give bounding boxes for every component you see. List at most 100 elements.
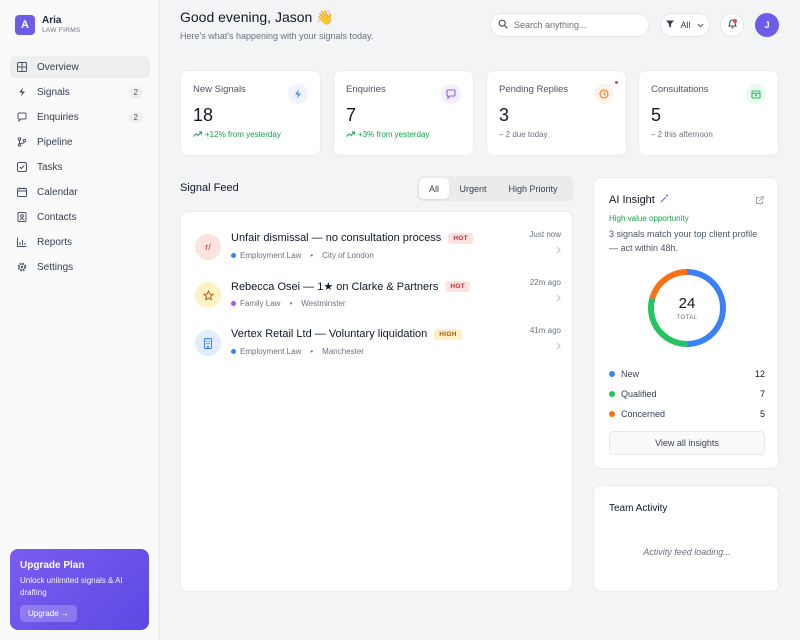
donut-chart [648,269,726,347]
brand-name: Aria [42,15,62,26]
feed-tabs: All Urgent High Priority [417,176,573,201]
stat-value: 7 [346,105,357,125]
signal-title: Unfair dismissal — no consultation proce… [231,232,442,244]
star-icon [195,282,221,308]
upgrade-card: Upgrade Plan Unlock unlimited signals & … [10,549,149,630]
search-icon [498,19,514,32]
upgrade-button[interactable]: Upgrade → [20,605,77,622]
signal-title: Rebecca Osei — 1★ on Clarke & Partners [231,281,439,293]
stat-value: 3 [499,105,510,125]
chevron-right-icon [556,342,561,353]
tab-urgent[interactable]: Urgent [459,183,487,194]
filter-label: All [680,20,691,30]
sidebar-item-label: Overview [37,61,79,73]
brand-subtitle: LAW FIRMS [42,27,81,34]
sidebar-item-pipeline[interactable]: Pipeline [10,131,150,153]
donut-segment-qualified [648,269,726,347]
sidebar-item-label: Reports [37,236,73,248]
notifications-button[interactable] [720,13,744,37]
list-item[interactable]: Vertex Retail Ltd — Voluntary liquidatio… [195,324,561,364]
sidebar-item-overview[interactable]: Overview [10,56,150,78]
alert-dot [615,81,618,84]
legend-name: Concerned [621,409,666,419]
trend-up-icon [193,130,205,139]
stat-label: Enquiries [346,84,386,95]
gear-icon [17,262,27,272]
stat-label: Consultations [651,84,709,95]
signal-time: Just now [529,230,561,239]
legend-item: New 12 [609,364,765,384]
bolt-icon [17,87,27,97]
donut-total: 24 [678,295,696,312]
calendar-icon [746,84,766,104]
stat-value: 18 [193,105,214,125]
stat-delta: – 2 this afternoon [651,130,713,139]
signal-category: Family Law [240,299,281,308]
filter-icon [666,20,675,30]
stat-delta: +3% from yesterday [346,130,461,139]
signal-time: 41m ago [529,326,561,335]
tab-all[interactable]: All [419,178,449,199]
insight-tag: High value opportunity [609,214,689,223]
upgrade-title: Upgrade Plan [20,560,85,571]
external-link-icon[interactable] [755,196,764,208]
user-avatar[interactable]: J [755,13,779,37]
signal-meta: Family Law • Westminster [231,299,346,308]
stat-card-pending-replies[interactable]: Pending Replies 3 – 2 due today [486,70,627,156]
sidebar-item-calendar[interactable]: Calendar [10,181,150,203]
donut-center: 24 TOTAL [647,268,727,348]
stat-card-enquiries[interactable]: Enquiries 7 +3% from yesterday [333,70,474,156]
sidebar-item-contacts[interactable]: Contacts [10,206,150,228]
signal-meta: Employment Law • City of London [231,251,374,260]
sidebar-item-label: Enquiries [37,111,79,123]
tab-high-priority[interactable]: High Priority [508,183,558,194]
legend-value: 5 [759,409,765,419]
chart-icon [17,237,27,247]
legend-name: Qualified [621,389,657,399]
reddit-avatar: r/ [195,234,221,260]
sidebar-item-reports[interactable]: Reports [10,231,150,253]
list-item[interactable]: Rebecca Osei — 1★ on Clarke & Partners H… [195,276,561,316]
sidebar-item-enquiries[interactable]: Enquiries 2 [10,106,150,128]
sidebar-item-label: Calendar [37,186,78,198]
filter-dropdown[interactable]: All [660,13,710,37]
legend-item: Concerned 5 [609,404,765,424]
priority-badge: HIGH [434,328,462,340]
signal-location: Westminster [301,299,346,308]
stat-delta: – 2 due today [499,130,548,139]
stat-delta: +12% from yesterday [193,130,308,139]
search-input[interactable] [514,20,634,30]
chevron-right-icon [556,294,561,305]
separator: • [310,251,314,260]
stat-card-new-signals[interactable]: New Signals 18 +12% from yesterday [180,70,321,156]
list-item[interactable]: r/ Unfair dismissal — no consultation pr… [195,228,561,268]
bell-icon [727,18,738,32]
team-activity-card: Team Activity Activity feed loading... [593,485,779,592]
sidebar-item-label: Tasks [37,161,63,173]
legend-item: Qualified 7 [609,384,765,404]
sidebar-item-label: Contacts [37,211,77,223]
grid-icon [17,62,27,72]
priority-badge: HOT [445,281,470,292]
search-bar[interactable] [490,13,649,37]
insight-text: 3 signals match your top client profile … [609,229,758,253]
notification-dot [733,19,737,23]
chevron-right-icon [556,246,561,257]
stat-card-consultations[interactable]: Consultations 5 – 2 this afternoon [638,70,779,156]
sidebar-item-tasks[interactable]: Tasks [10,156,150,178]
brand[interactable]: A Aria LAW FIRMS [15,15,81,35]
separator: • [289,299,293,308]
ai-insight-card: AI Insight High value opportunity 3 sign… [593,177,779,469]
view-all-insights-button[interactable]: View all insights [609,431,765,455]
sidebar-item-label: Settings [37,261,74,273]
sidebar-item-signals[interactable]: Signals 2 [10,81,150,103]
signal-feed-title: Signal Feed [180,182,239,194]
signal-category: Employment Law [240,251,302,260]
count-badge: 2 [128,86,143,98]
brand-logo: A [15,15,35,35]
sidebar-item-settings[interactable]: Settings [10,256,150,278]
category-dot [231,253,236,258]
page-title: Good evening, Jason 👋 [180,9,334,25]
sidebar-nav: Overview Signals 2 Enquiries 2 Pipeline … [10,56,150,281]
team-activity-title: Team Activity [609,503,668,514]
